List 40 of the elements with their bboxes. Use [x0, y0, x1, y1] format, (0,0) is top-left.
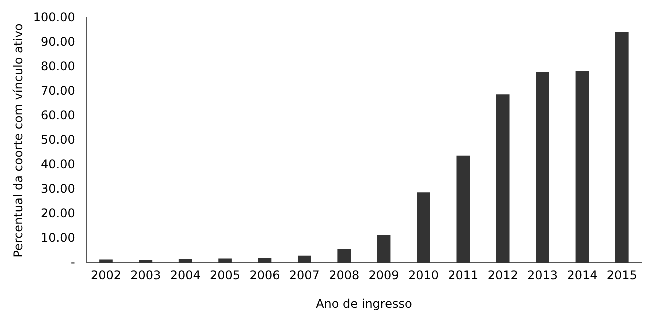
bar [218, 258, 232, 264]
x-tick-label: 2006 [250, 268, 280, 283]
y-tick-label: 60.00 [41, 108, 76, 122]
x-tick-label: 2007 [289, 268, 320, 283]
bar [377, 235, 391, 264]
x-tick-label: 2010 [408, 268, 439, 283]
x-tick-label: 2011 [448, 268, 479, 283]
bar [456, 156, 470, 264]
bar [576, 71, 590, 264]
x-axis-title: Ano de ingresso [316, 296, 412, 311]
bar [615, 32, 629, 264]
bar [536, 72, 550, 264]
x-tick-label: 2002 [90, 268, 122, 283]
y-tick-label: 100.00 [33, 10, 76, 24]
x-tick-label: 2005 [210, 268, 241, 283]
y-tick-label: 30.00 [41, 182, 76, 196]
x-tick-label: 2003 [130, 268, 162, 283]
bar [178, 260, 192, 264]
y-tick-label: 10.00 [41, 230, 76, 245]
y-tick-label: 80.00 [41, 59, 76, 74]
x-tick-label: 2015 [606, 268, 638, 283]
x-tick-label: 2013 [528, 268, 558, 283]
y-tick-label: 70.00 [41, 84, 76, 98]
x-tick-label: 2014 [567, 268, 598, 283]
bar [258, 258, 272, 264]
y-axis-title: Percentual da coorte com vínculo ativo [11, 24, 26, 258]
x-tick-label: 2012 [488, 268, 518, 283]
bar [298, 256, 312, 264]
y-tick-label: - [71, 255, 76, 270]
y-tick-label: 90.00 [41, 34, 76, 49]
bar [496, 94, 510, 264]
y-tick-label: 20.00 [41, 206, 76, 220]
bar [338, 249, 352, 264]
bar [417, 192, 430, 264]
y-tick-label: 50.00 [41, 132, 76, 147]
x-tick-label: 2004 [170, 268, 201, 283]
x-tick-label: 2009 [368, 268, 400, 283]
x-tick-label: 2008 [329, 268, 360, 283]
y-tick-label: 40.00 [41, 157, 76, 172]
bar [139, 260, 153, 264]
